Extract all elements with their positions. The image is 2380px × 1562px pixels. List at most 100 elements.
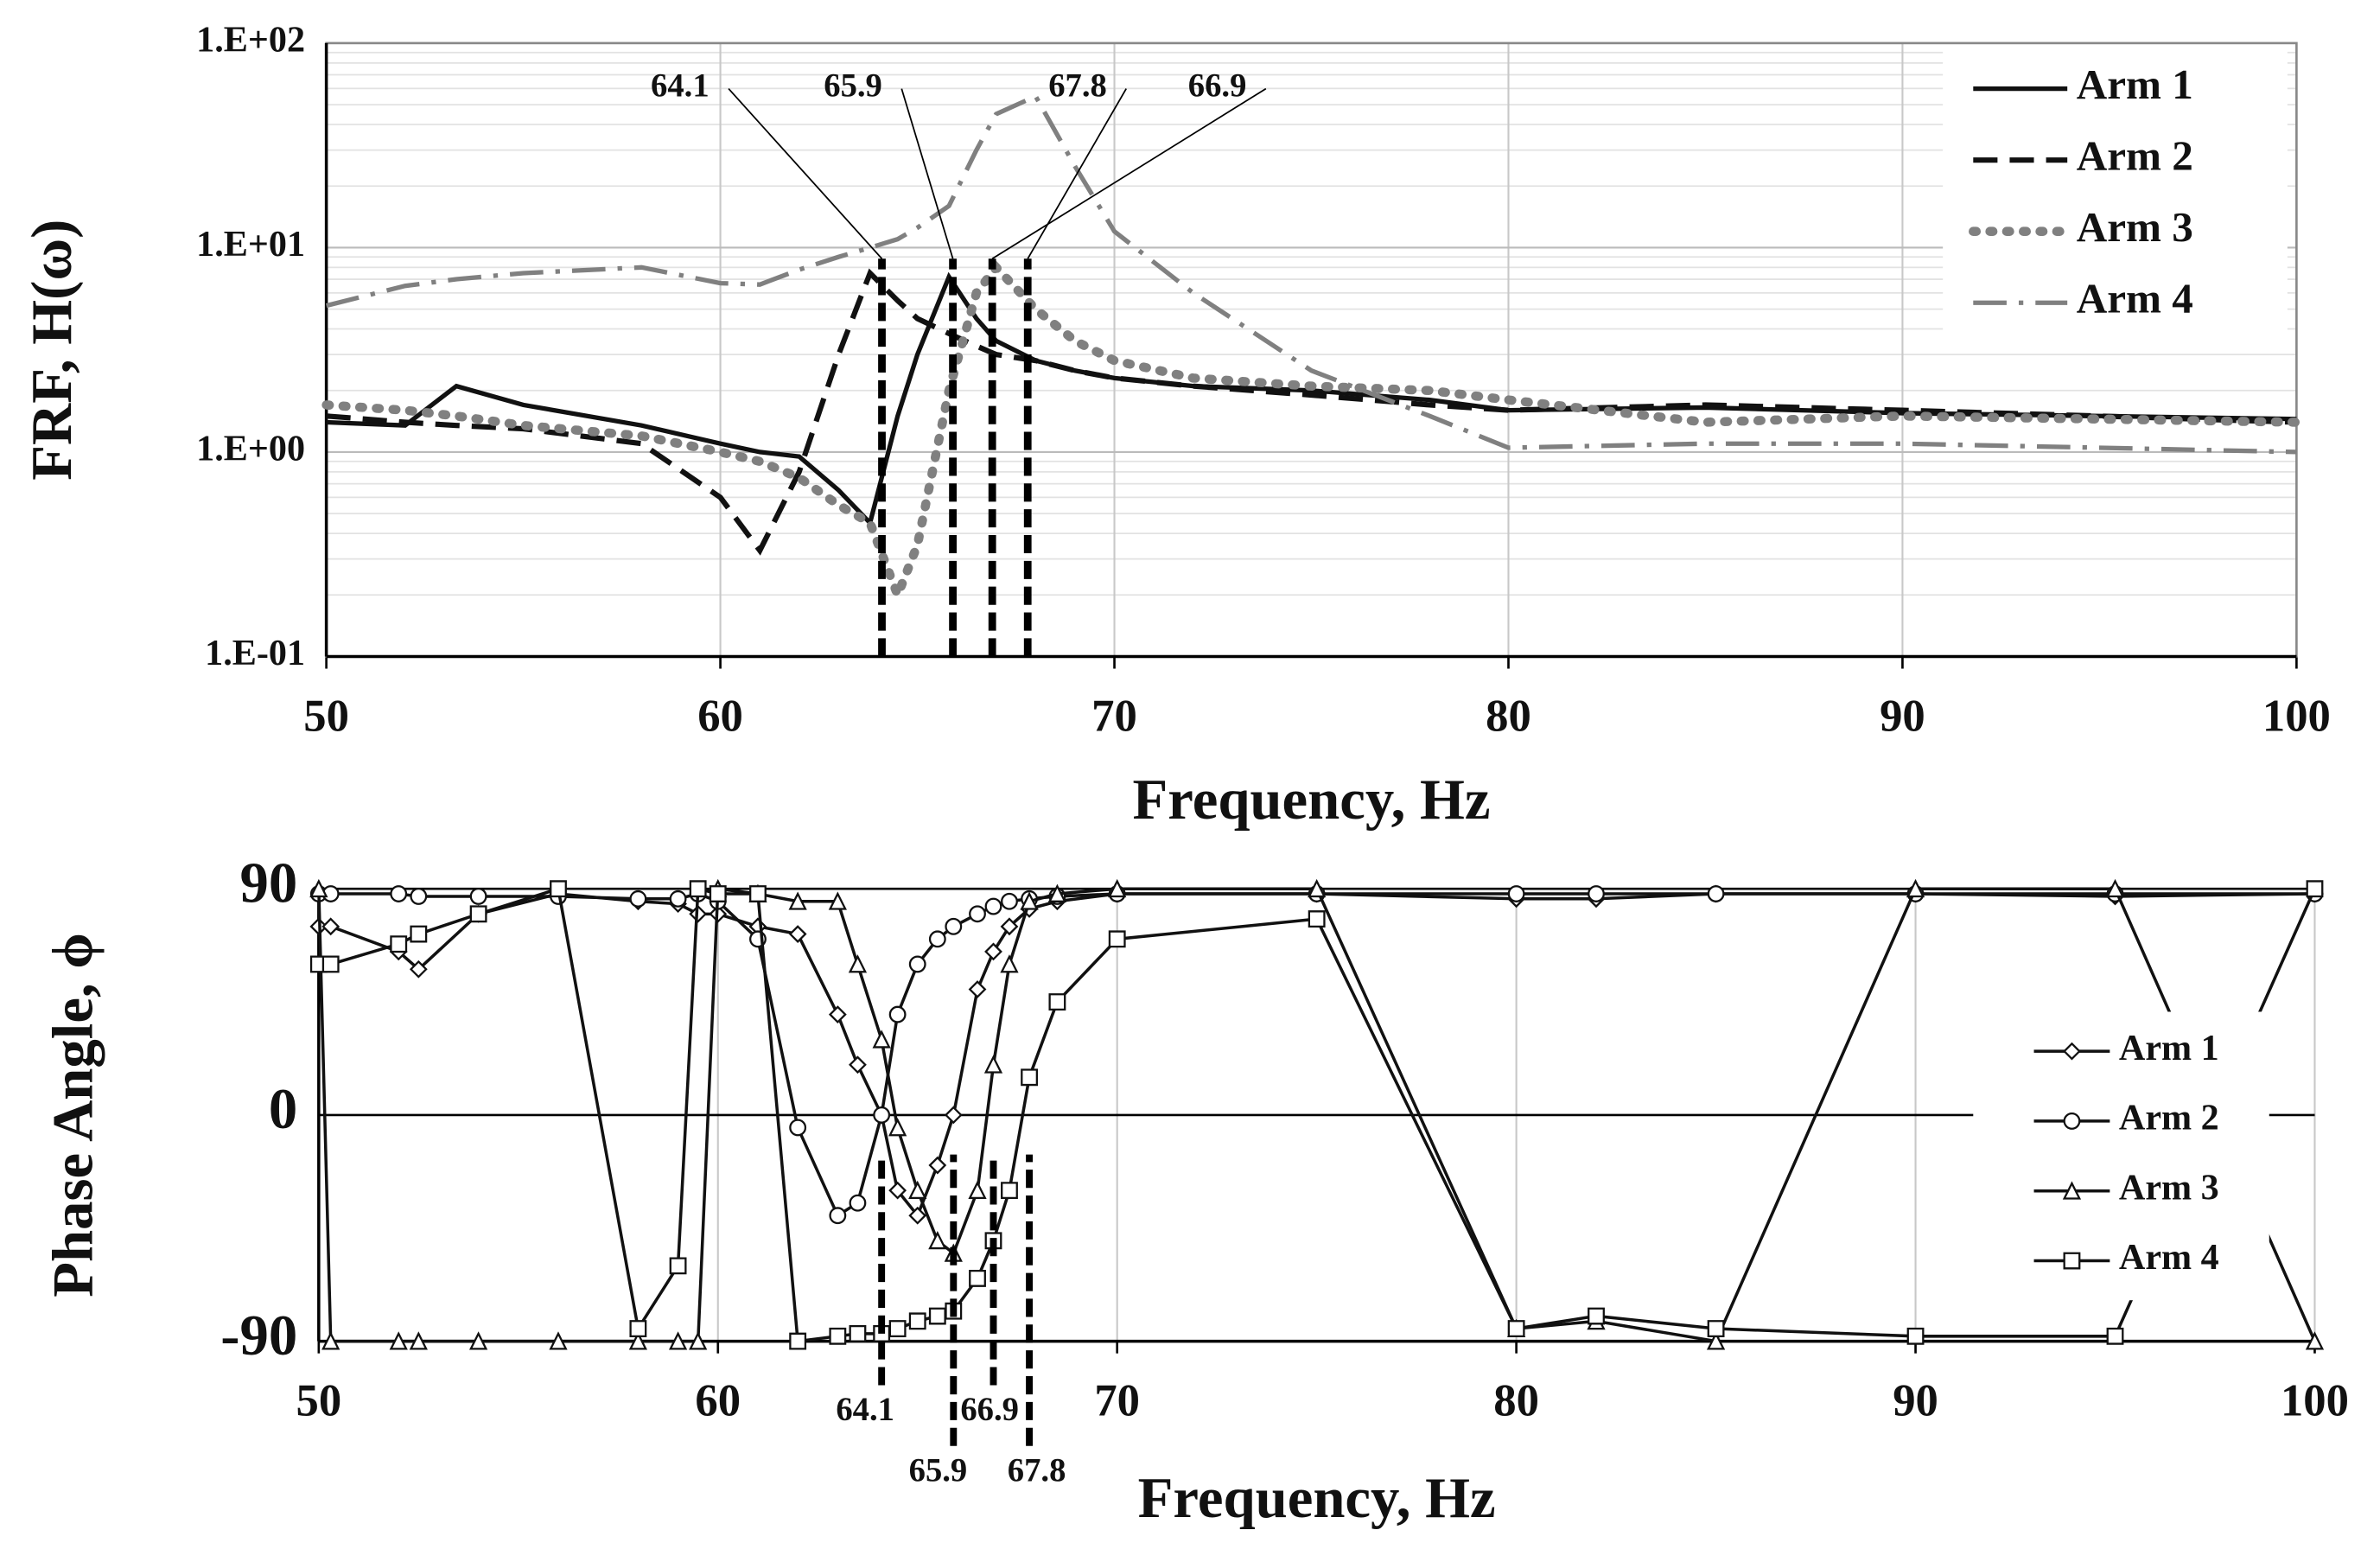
point [1047, 883, 1067, 902]
point [788, 925, 807, 943]
point [409, 1331, 428, 1350]
point [1906, 878, 1925, 898]
y-tick-label: 1.E+01 [196, 224, 305, 265]
x-tick-label: 90 [1880, 691, 1925, 741]
point [409, 960, 428, 979]
point [321, 1331, 340, 1350]
point [1707, 1320, 1725, 1337]
point [321, 917, 340, 936]
marker-label: 64.1 [651, 67, 710, 104]
point [749, 885, 767, 902]
point [321, 955, 340, 973]
point [945, 917, 963, 935]
point [2105, 878, 2125, 898]
point [669, 889, 687, 908]
y-tick-label: 1.E+02 [196, 20, 305, 61]
point [309, 878, 328, 898]
point [984, 942, 1002, 961]
point [1000, 954, 1019, 973]
point [849, 1194, 867, 1212]
point [1308, 878, 1327, 898]
marker-label: 64.1 [836, 1392, 894, 1428]
point [908, 1312, 926, 1330]
point [709, 885, 727, 902]
x-axis-label: Frequency, Hz [1133, 768, 1491, 832]
point [828, 1005, 847, 1023]
point [469, 905, 487, 923]
series-line [325, 92, 2297, 455]
series-line [321, 260, 2301, 608]
x-tick-label: 50 [296, 1375, 341, 1425]
point [829, 1207, 847, 1225]
point [689, 880, 707, 898]
legend-label: Arm 3 [2119, 1167, 2219, 1208]
legend-label: Arm 2 [2077, 131, 2193, 179]
point [2306, 880, 2324, 898]
marker-label: 67.8 [1048, 67, 1107, 104]
point [944, 1106, 963, 1125]
point [789, 1332, 807, 1350]
point [1588, 885, 1605, 902]
legend-label: Arm 3 [2077, 203, 2193, 251]
x-tick-label: 90 [1893, 1375, 1938, 1425]
point [1507, 885, 1525, 902]
y-tick-label: 1.E+00 [196, 429, 305, 469]
point [983, 1055, 1003, 1074]
point [1507, 1320, 1525, 1337]
point [888, 1181, 907, 1200]
legend-label: Arm 1 [2077, 61, 2193, 108]
x-tick-label: 100 [2281, 1375, 2349, 1425]
point [1707, 885, 1725, 902]
point [928, 1307, 946, 1325]
point [969, 905, 986, 923]
point [968, 1180, 987, 1200]
point [1706, 1331, 1726, 1350]
y-tick-label: 0 [269, 1078, 297, 1141]
x-tick-label: 70 [1091, 691, 1137, 741]
leader-line [900, 88, 954, 259]
point [1108, 930, 1126, 948]
point [908, 1180, 927, 1200]
point [888, 1118, 907, 1137]
series-line [318, 892, 2315, 1219]
point [1906, 1327, 1925, 1345]
point [668, 1331, 688, 1350]
x-tick-label: 60 [697, 691, 743, 741]
point [390, 885, 408, 902]
point [321, 885, 340, 902]
y-axis-label: Phase Angle, ϕ [42, 933, 105, 1297]
point [2106, 1327, 2124, 1345]
x-tick-label: 50 [303, 691, 349, 741]
point [888, 1005, 907, 1023]
legend-label: Arm 2 [2119, 1098, 2219, 1138]
legend-marker [2063, 1113, 2081, 1130]
legend-marker [2063, 1252, 2081, 1270]
legend-box [1973, 1011, 2269, 1301]
point [984, 897, 1002, 915]
point [928, 1156, 947, 1175]
x-tick-label: 100 [2262, 691, 2331, 741]
point [629, 889, 647, 908]
point [828, 891, 847, 910]
point [550, 880, 567, 898]
point [928, 1230, 947, 1250]
series-line [318, 892, 2315, 1218]
legend-label: Arm 4 [2077, 275, 2193, 322]
point [469, 888, 487, 905]
point [1588, 1307, 1605, 1325]
x-axis-label: Frequency, Hz [1138, 1467, 1496, 1530]
point [1001, 892, 1018, 910]
legend-marker [2063, 1042, 2081, 1061]
marker-label: 66.9 [960, 1392, 1019, 1428]
point [468, 1331, 488, 1350]
leader-line [1027, 88, 1127, 259]
legend-marker [2062, 1181, 2082, 1200]
point [872, 1030, 891, 1049]
point [2305, 1331, 2325, 1350]
series-line [317, 887, 2317, 1343]
point [1020, 891, 1039, 910]
y-tick-label: 90 [240, 852, 298, 915]
point [1021, 1068, 1038, 1087]
